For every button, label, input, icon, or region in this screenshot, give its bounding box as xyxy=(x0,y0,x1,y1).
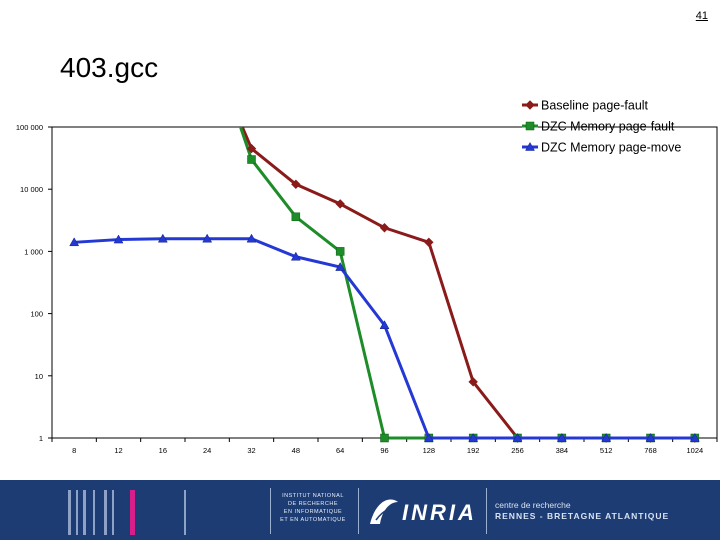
institute-name: INSTITUT NATIONAL DE RECHERCHE EN INFORM… xyxy=(272,492,354,524)
inria-logo-icon xyxy=(370,499,398,524)
x-tick-label: 24 xyxy=(203,446,211,455)
data-point xyxy=(424,237,434,248)
data-point xyxy=(468,432,479,442)
slide-title: 403.gcc xyxy=(60,52,159,83)
y-tick-label: 100 000 xyxy=(16,123,43,132)
data-point xyxy=(247,155,256,164)
legend-marker xyxy=(525,141,535,151)
series-line xyxy=(250,158,695,440)
x-tick-label: 8 xyxy=(72,446,76,455)
x-tick-label: 32 xyxy=(247,446,255,455)
footer-stripe xyxy=(76,490,78,535)
y-tick-label: 100 xyxy=(30,310,43,319)
footer-stripe xyxy=(184,490,186,535)
x-tick-label: 256 xyxy=(511,446,524,455)
y-tick-label: 10 000 xyxy=(20,185,43,194)
legend-marker xyxy=(525,100,535,110)
line-chart: 100 000 10 000 1 000 100 10 1 8 12 16 24 32 48 64 96 1… xyxy=(16,99,718,455)
footer-stripe xyxy=(68,490,71,535)
data-point xyxy=(379,320,390,329)
centre-line: centre de recherche xyxy=(495,500,571,510)
institute-line: INSTITUT NATIONAL xyxy=(282,493,344,499)
y-tick-label: 10 xyxy=(35,372,43,381)
data-point xyxy=(291,212,301,222)
series-line-segment xyxy=(240,127,253,150)
data-point xyxy=(291,179,301,189)
footer-accent-stripe xyxy=(130,490,135,535)
data-point xyxy=(689,432,700,442)
footer-divider xyxy=(270,488,271,534)
data-point xyxy=(512,432,523,442)
series-line-segment xyxy=(238,127,253,161)
data-point xyxy=(379,223,390,233)
x-tick-label: 128 xyxy=(423,446,436,455)
series-line xyxy=(74,237,695,440)
footer-stripe xyxy=(112,490,114,535)
data-point xyxy=(335,199,345,209)
data-point xyxy=(246,143,257,154)
data-point xyxy=(202,233,213,243)
footer-divider xyxy=(486,488,487,534)
data-point xyxy=(645,432,656,442)
x-tick-label: 96 xyxy=(380,446,388,455)
inria-logo-text: INRIA xyxy=(402,500,477,525)
legend-label: DZC Memory page-fault xyxy=(541,120,675,134)
x-tick-label: 48 xyxy=(292,446,300,455)
data-point xyxy=(556,432,567,442)
footer-divider xyxy=(358,488,359,534)
data-point xyxy=(468,377,478,387)
slide-number: 41 xyxy=(695,10,708,22)
y-tick-label: 1 000 xyxy=(24,247,43,256)
x-tick-label: 192 xyxy=(467,446,480,455)
legend-label: Baseline page-fault xyxy=(541,99,649,113)
x-tick-label: 768 xyxy=(644,446,657,455)
data-point xyxy=(335,262,346,271)
series-line xyxy=(250,147,695,440)
data-point xyxy=(113,234,124,244)
footer-banner: INSTITUT NATIONAL DE RECHERCHE EN INFORM… xyxy=(0,480,720,540)
centre-line: RENNES - BRETAGNE ATLANTIQUE xyxy=(495,511,670,521)
x-tick-label: 512 xyxy=(600,446,613,455)
data-point xyxy=(335,247,345,256)
y-tick-label: 1 xyxy=(39,434,43,443)
research-centre: centre de recherche RENNES - BRETAGNE AT… xyxy=(495,500,669,522)
data-point xyxy=(601,432,612,442)
data-point xyxy=(69,237,80,247)
x-tick-label: 1024 xyxy=(686,446,703,455)
data-point xyxy=(157,233,168,243)
institute-line: EN INFORMATIQUE xyxy=(283,509,343,515)
x-tick-label: 384 xyxy=(556,446,569,455)
data-point xyxy=(423,432,434,442)
plot-area xyxy=(51,126,718,439)
footer-stripe xyxy=(93,490,95,535)
legend-marker xyxy=(525,121,535,131)
data-point xyxy=(290,251,301,261)
x-tick-label: 12 xyxy=(114,446,122,455)
institute-line: ET EN AUTOMATIQUE xyxy=(280,517,346,523)
data-point xyxy=(246,233,257,243)
x-tick-label: 64 xyxy=(336,446,344,455)
footer-stripe xyxy=(83,490,86,535)
institute-line: DE RECHERCHE xyxy=(287,501,338,507)
x-tick-label: 16 xyxy=(159,446,167,455)
footer-stripe xyxy=(104,490,107,535)
data-point xyxy=(380,433,389,443)
legend-label: DZC Memory page-move xyxy=(541,141,681,155)
